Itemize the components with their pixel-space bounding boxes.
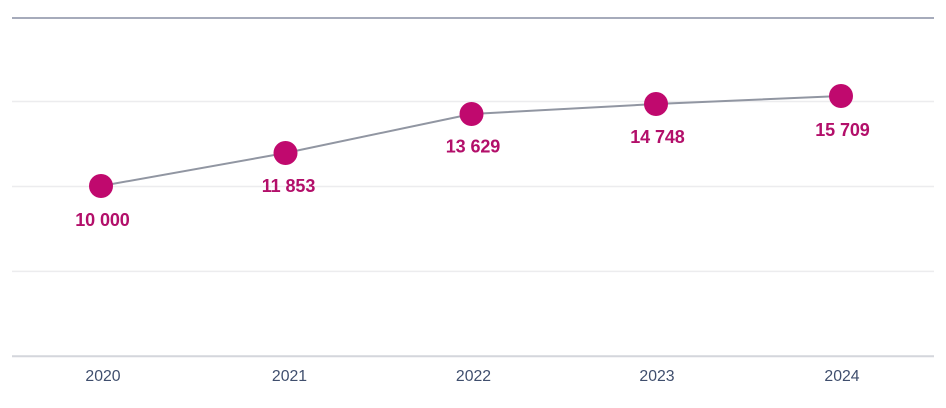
svg-text:2024: 2024 <box>824 368 859 385</box>
svg-text:2020: 2020 <box>85 368 120 385</box>
svg-text:13 629: 13 629 <box>446 137 501 157</box>
svg-text:14 748: 14 748 <box>630 127 685 147</box>
svg-text:2022: 2022 <box>456 368 491 385</box>
svg-text:2023: 2023 <box>639 368 674 385</box>
svg-text:2021: 2021 <box>272 368 307 385</box>
svg-text:11 853: 11 853 <box>262 176 316 196</box>
svg-text:15 709: 15 709 <box>815 120 870 140</box>
svg-text:10 000: 10 000 <box>75 210 130 230</box>
